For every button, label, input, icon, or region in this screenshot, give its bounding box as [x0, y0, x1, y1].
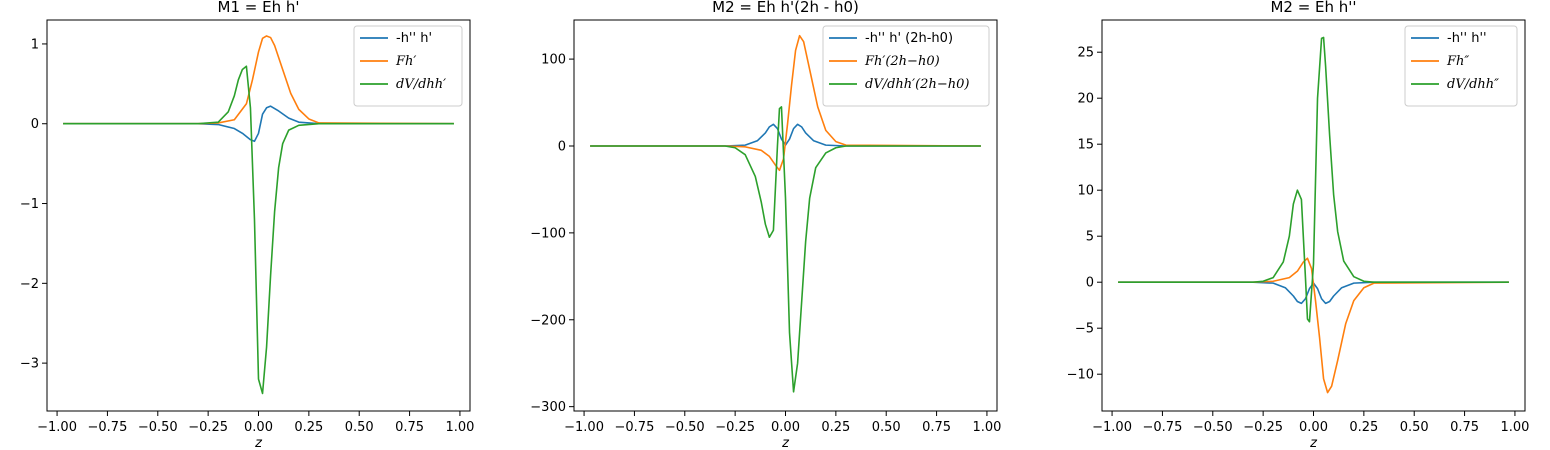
x-tick-label: −1.00 [564, 420, 604, 435]
y-tick-label: 5 [1086, 230, 1094, 245]
x-tick-label: 0.75 [395, 420, 424, 435]
legend-entry: -h'' h' (2h-h0) [865, 31, 953, 46]
series-line-3 [63, 65, 454, 395]
series-line-2 [63, 35, 454, 125]
chart-panel-2: M2 = Eh h'(2h - h0) −1.00 −0.75 −0.50 −0.25 0… [530, 0, 1001, 450]
series-line-2 [1118, 257, 1509, 394]
x-tick-label: 0.75 [1450, 420, 1479, 435]
x-tick-label: 0.25 [1349, 420, 1378, 435]
legend-entry: Fh′(2h−h0) [864, 54, 940, 69]
y-tick-label: −100 [530, 226, 566, 241]
y-tick-label: 15 [1077, 138, 1094, 153]
y-tick-label: 10 [1077, 184, 1094, 199]
x-axis-label: z [781, 436, 790, 450]
x-tick-label: 1.00 [972, 420, 1001, 435]
y-tick-label: 1 [31, 37, 39, 52]
legend-box [1404, 25, 1518, 107]
series-line-3 [1118, 36, 1509, 323]
legend: -h'' h' Fh′ dV/dhh′ [353, 25, 463, 107]
legend: -h'' h'' Fh″ dV/dhh″ [1404, 25, 1518, 107]
chart-title: M1 = Eh h' [218, 0, 300, 16]
y-tick-label: −1 [20, 197, 39, 212]
x-tick-label: −0.25 [1243, 420, 1283, 435]
x-tick-label: 0.25 [294, 420, 323, 435]
y-tick-label: 0 [558, 139, 566, 154]
x-tick-label: −0.25 [188, 420, 228, 435]
y-tick-label: 25 [1077, 46, 1094, 61]
y-tick-label: −5 [1075, 322, 1094, 337]
x-tick-label: −1.00 [1092, 420, 1132, 435]
x-tick-label: −0.50 [138, 420, 178, 435]
y-tick-label: −3 [20, 357, 39, 372]
x-tick-label: 0.00 [244, 420, 273, 435]
x-tick-label: 0.75 [922, 420, 951, 435]
legend-entry: dV/dhh″ [1447, 77, 1499, 92]
legend-entry: dV/dhh′(2h−h0) [865, 77, 969, 92]
x-tick-label: 0.50 [1400, 420, 1429, 435]
y-tick-label: 0 [31, 117, 39, 132]
x-tick-label: 0.25 [821, 420, 850, 435]
chart-title: M2 = Eh h'' [1270, 0, 1356, 16]
legend-entry: dV/dhh′ [396, 77, 446, 92]
y-tick-label: 20 [1077, 92, 1094, 107]
x-tick-label: −0.50 [1193, 420, 1233, 435]
chart-title: M2 = Eh h'(2h - h0) [712, 0, 859, 16]
legend-entry: -h'' h'' [1447, 31, 1487, 46]
series-line-2 [590, 34, 981, 172]
y-tick-label: −10 [1067, 368, 1094, 383]
y-tick-label: −200 [530, 313, 566, 328]
x-tick-label: −0.25 [715, 420, 755, 435]
y-tick-label: 100 [541, 53, 566, 68]
x-tick-label: 0.50 [345, 420, 374, 435]
x-tick-label: 1.00 [445, 420, 474, 435]
legend-box [822, 25, 990, 107]
legend-entry: Fh′ [395, 54, 416, 69]
series-line-1 [63, 105, 454, 143]
legend-entry: -h'' h' [396, 31, 432, 46]
y-tick-label: −2 [20, 277, 39, 292]
y-tick-label: −300 [530, 400, 566, 415]
x-tick-label: 0.00 [771, 420, 800, 435]
x-tick-label: 0.50 [872, 420, 901, 435]
x-tick-label: −0.75 [88, 420, 128, 435]
x-tick-label: −0.75 [1143, 420, 1183, 435]
chart-panel-1: M1 = Eh h' −1.00 −0.75 −0.50 −0.25 0.00 0.25 0.… [20, 0, 475, 450]
x-tick-label: −0.50 [665, 420, 705, 435]
series-line-3 [590, 106, 981, 393]
x-axis-label: z [1309, 436, 1318, 450]
x-tick-label: −1.00 [37, 420, 77, 435]
y-tick-label: 0 [1086, 276, 1094, 291]
x-tick-label: 0.00 [1299, 420, 1328, 435]
chart-panel-3: M2 = Eh h'' −1.00 −0.75 −0.50 −0.25 0.00 0.25 0… [1067, 0, 1530, 450]
x-tick-label: −0.75 [615, 420, 655, 435]
x-axis-label: z [254, 436, 263, 450]
legend: -h'' h' (2h-h0) Fh′(2h−h0) dV/dhh′(2h−h0) [822, 25, 990, 107]
legend-box [353, 25, 463, 107]
legend-entry: Fh″ [1446, 54, 1469, 69]
x-tick-label: 1.00 [1500, 420, 1529, 435]
